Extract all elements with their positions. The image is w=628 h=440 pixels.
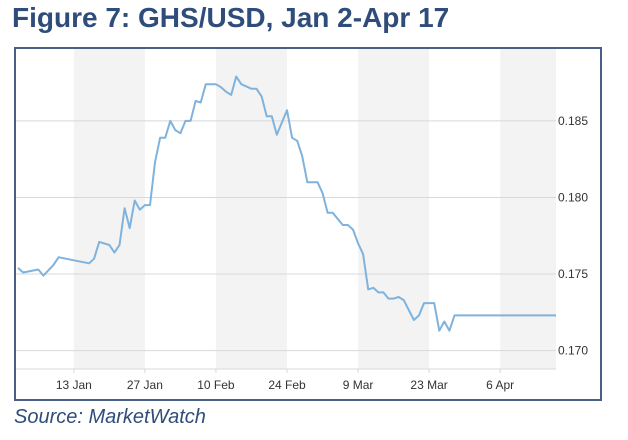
series-line xyxy=(17,75,556,332)
x-tick-label: 27 Jan xyxy=(127,378,163,392)
figure-title: Figure 7: GHS/USD, Jan 2-Apr 17 xyxy=(12,2,450,33)
x-tick-label: 6 Apr xyxy=(486,378,514,392)
y-axis-ticks: 0.170 0.175 0.180 0.185 xyxy=(558,114,588,358)
x-axis-ticks: 13 Jan 27 Jan 10 Feb 24 Feb 9 Mar 23 Mar 6 Apr xyxy=(56,369,514,392)
x-tick-label: 9 Mar xyxy=(343,378,374,392)
x-tick-label: 13 Jan xyxy=(56,378,92,392)
gridlines xyxy=(16,120,556,370)
x-tick-label: 24 Feb xyxy=(268,378,306,392)
y-tick-label: 0.170 xyxy=(558,344,588,358)
x-tick-label: 10 Feb xyxy=(197,378,235,392)
chart-frame: 0.170 0.175 0.180 0.185 13 Jan 27 Jan 10 Feb 2… xyxy=(14,47,602,401)
y-tick-label: 0.185 xyxy=(558,114,588,128)
week-band xyxy=(358,49,430,369)
line-chart: 0.170 0.175 0.180 0.185 13 Jan 27 Jan 10 Feb 2… xyxy=(16,49,588,392)
alternating-bands xyxy=(73,49,556,369)
week-band xyxy=(73,49,145,369)
y-tick-label: 0.180 xyxy=(558,190,588,204)
series-group xyxy=(17,75,557,332)
y-tick-label: 0.175 xyxy=(558,267,588,281)
week-band xyxy=(500,49,556,369)
source-note: Source: MarketWatch xyxy=(14,406,206,428)
x-tick-label: 23 Mar xyxy=(410,378,447,392)
week-band xyxy=(215,49,287,369)
